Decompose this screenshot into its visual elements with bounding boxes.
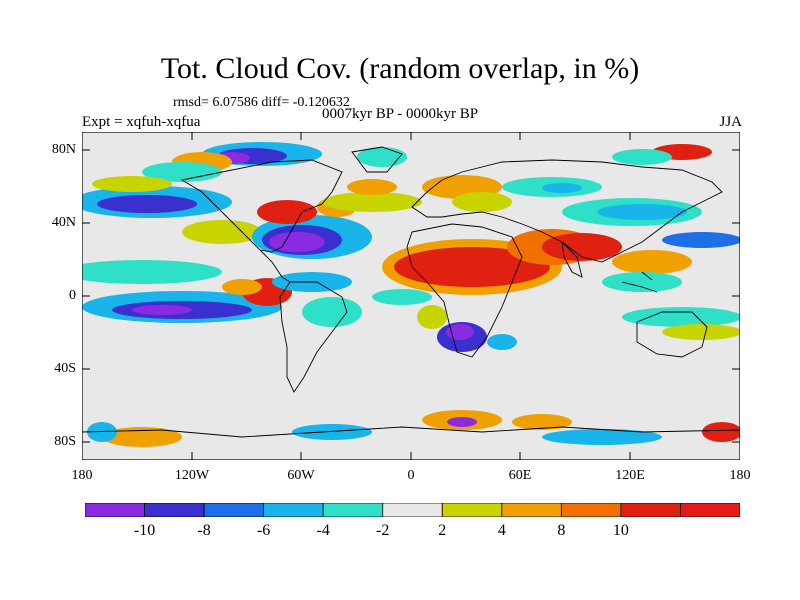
colorbar-swatch <box>203 503 265 517</box>
x-tick-label: 0 <box>407 468 415 483</box>
colorbar-label: -2 <box>376 522 390 539</box>
colorbar-label: 8 <box>557 522 566 539</box>
colorbar-label: 4 <box>497 522 506 539</box>
colorbar <box>85 503 740 517</box>
colorbar-label: -10 <box>133 522 156 539</box>
season-label: JJA <box>719 114 742 130</box>
colorbar-swatch <box>322 503 384 517</box>
y-tick-label: 0 <box>69 288 76 303</box>
map-ticks <box>82 132 740 460</box>
colorbar-label: -8 <box>197 522 211 539</box>
x-tick-label: 120W <box>174 468 210 483</box>
stats-label: rmsd= 6.07586 diff= -0.120632 <box>173 95 350 110</box>
colorbar-swatch <box>382 503 443 517</box>
colorbar-swatch <box>620 503 681 517</box>
x-tick-label: 120E <box>615 468 645 483</box>
colorbar-label: 10 <box>612 522 629 539</box>
x-tick-label: 60E <box>508 468 532 483</box>
colorbar-swatch <box>501 503 562 517</box>
plot-title: Tot. Cloud Cov. (random overlap, in %) <box>160 52 640 85</box>
x-tick-label: 180 <box>71 468 93 483</box>
experiment-label: Expt = xqfuh-xqfua <box>82 114 201 130</box>
colorbar-swatch <box>85 503 145 517</box>
colorbar-swatch <box>263 503 324 517</box>
y-tick-label: 40N <box>51 215 76 230</box>
period-label: 0007kyr BP - 0000kyr BP <box>322 106 479 122</box>
colorbar-label: 2 <box>438 522 447 539</box>
x-tick-label: 180 <box>729 468 751 483</box>
colorbar-label: -4 <box>316 522 330 539</box>
colorbar-swatch <box>560 503 622 517</box>
colorbar-swatch <box>144 503 205 517</box>
x-tick-label: 60W <box>287 468 315 483</box>
cloud-cover-map <box>82 132 740 460</box>
colorbar-label: -6 <box>256 522 271 539</box>
y-tick-label: 80N <box>51 142 76 157</box>
anomaly-field <box>82 142 740 447</box>
coastlines <box>82 146 740 438</box>
y-tick-label: 40S <box>54 361 76 376</box>
colorbar-swatch <box>680 503 740 517</box>
colorbar-swatch <box>441 503 503 517</box>
y-tick-label: 80S <box>54 434 76 449</box>
